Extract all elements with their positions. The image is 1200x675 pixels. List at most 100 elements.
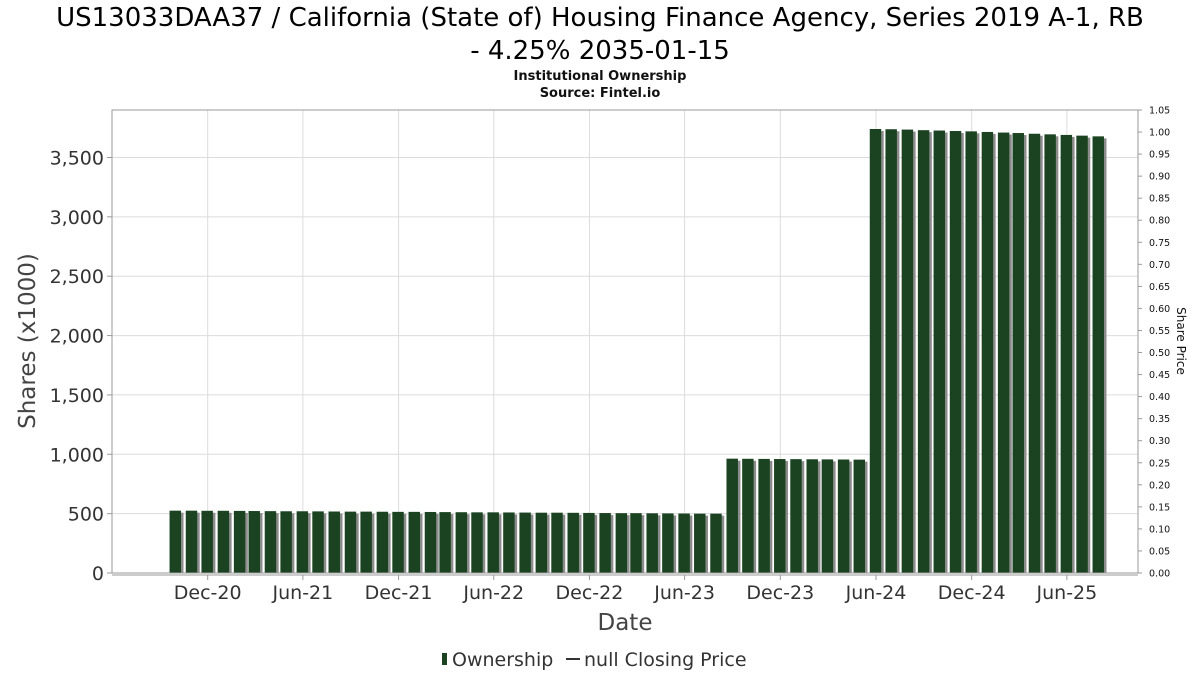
ownership-bars [169,128,1107,574]
ownership-bar [471,512,483,573]
ownership-bar [981,131,994,573]
ownership-bar [615,513,628,573]
x-axis-ticks: Dec-20 Jun-21 Dec-21 Jun-22 Dec-22 Jun-23 Dec-… [174,575,1097,604]
ownership-bar [965,131,977,573]
x-tick-label: Jun-24 [845,582,907,604]
ownership-bar [901,129,914,574]
y2-tick-label: 1.05 [1149,106,1170,117]
ownership-bar [535,512,548,573]
ownership-bar [439,512,451,573]
ownership-bar [424,511,437,573]
y2-tick-label: 0.85 [1149,194,1170,205]
ownership-bar [503,512,515,573]
y2-tick-label: 0.80 [1149,216,1170,227]
ownership-bar [344,511,357,573]
ownership-bar [169,510,181,573]
ownership-bar [774,459,786,573]
ownership-bar [710,513,722,573]
ownership-bar [997,132,1010,574]
ownership-bar [630,513,642,573]
left-axis-ticks: 0 500 1,000 1,500 2,000 2,500 3,000 3,500 [50,147,112,585]
ownership-bar [758,458,770,573]
y-tick-label: 3,500 [50,147,104,169]
ownership-bar [217,510,230,573]
ownership-bar [869,128,882,573]
ownership-bar [949,131,962,574]
ownership-bar [694,513,706,573]
x-axis-title: Date [598,610,653,636]
y2-tick-label: 0.75 [1149,238,1170,249]
y-tick-label: 500 [68,504,104,526]
legend-ownership-label: Ownership [452,649,553,671]
y2-tick-label: 0.45 [1149,370,1170,381]
y2-tick-label: 0.90 [1149,172,1170,183]
legend-price-label: null Closing Price [584,649,747,671]
ownership-bar [264,511,277,573]
y2-tick-label: 0.60 [1149,304,1170,315]
right-axis-ticks: 0.00 0.05 0.10 0.15 0.20 0.25 0.30 0.35 0.40 0.45… [1138,106,1170,580]
ownership-bar [392,511,404,573]
chart-title-line-2: - 4.25% 2035-01-15 [470,36,730,66]
y2-tick-label: 0.40 [1149,392,1170,403]
y2-axis-title: Share Price [1174,307,1188,375]
x-tick-label: Jun-21 [272,582,334,604]
ownership-bar [933,130,946,573]
y2-tick-label: 0.15 [1149,502,1170,513]
ownership-bar [917,130,930,573]
plot-frame [111,109,1139,574]
ownership-bar [821,459,834,573]
ownership-bar [328,511,340,573]
ownership-bar [519,512,531,573]
ownership-bar [280,511,292,573]
ownership-bar [201,510,213,573]
y-tick-label: 2,500 [50,266,104,288]
ownership-bar [599,513,611,573]
legend: Ownership null Closing Price [442,649,747,671]
y2-tick-label: 0.05 [1149,546,1170,557]
ownership-bar [1028,133,1041,573]
ownership-bar [885,129,897,574]
x-tick-label: Dec-23 [746,582,814,604]
chart-title-line-1: US13033DAA37 / California (State of) Hou… [56,3,1144,33]
ownership-bar [662,513,674,573]
y2-tick-label: 0.25 [1149,458,1170,469]
y-axis-title: Shares (x1000) [15,253,41,429]
ownership-bar [487,512,499,573]
x-tick-label: Jun-25 [1036,582,1098,604]
ownership-bar [1092,136,1104,573]
x-tick-label: Jun-23 [653,582,715,604]
y2-tick-label: 0.65 [1149,282,1170,293]
ownership-bar [551,512,563,573]
chart-subtitle: Institutional Ownership [514,69,687,84]
ownership-bar [296,511,309,573]
y-tick-label: 3,000 [50,207,104,229]
y-tick-label: 1,000 [50,444,104,466]
y2-tick-label: 0.10 [1149,524,1170,535]
ownership-bar [837,459,850,573]
x-tick-label: Dec-22 [556,582,624,604]
ownership-bar [742,458,754,573]
y2-tick-label: 0.50 [1149,348,1170,359]
ownership-bar [233,510,246,573]
y2-tick-label: 0.55 [1149,326,1170,337]
ownership-bar [455,512,468,573]
y2-tick-label: 0.00 [1149,569,1170,580]
ownership-bar [1012,133,1024,573]
y-tick-label: 2,000 [50,326,104,348]
y2-tick-label: 0.20 [1149,480,1170,491]
ownership-bar [790,459,802,573]
ownership-bar [583,512,595,573]
chart-source: Source: Fintel.io [540,86,661,101]
x-tick-label: Dec-20 [174,582,242,604]
ownership-bar [376,511,389,573]
ownership-bar [567,512,579,573]
x-tick-label: Dec-24 [938,582,1006,604]
ownership-bar [678,513,690,573]
ownership-bar [1060,134,1073,573]
x-tick-label: Dec-21 [365,582,433,604]
ownership-bar [806,459,818,573]
legend-ownership-swatch [442,653,447,665]
y2-tick-label: 0.95 [1149,150,1170,161]
y2-tick-label: 1.00 [1149,128,1170,139]
